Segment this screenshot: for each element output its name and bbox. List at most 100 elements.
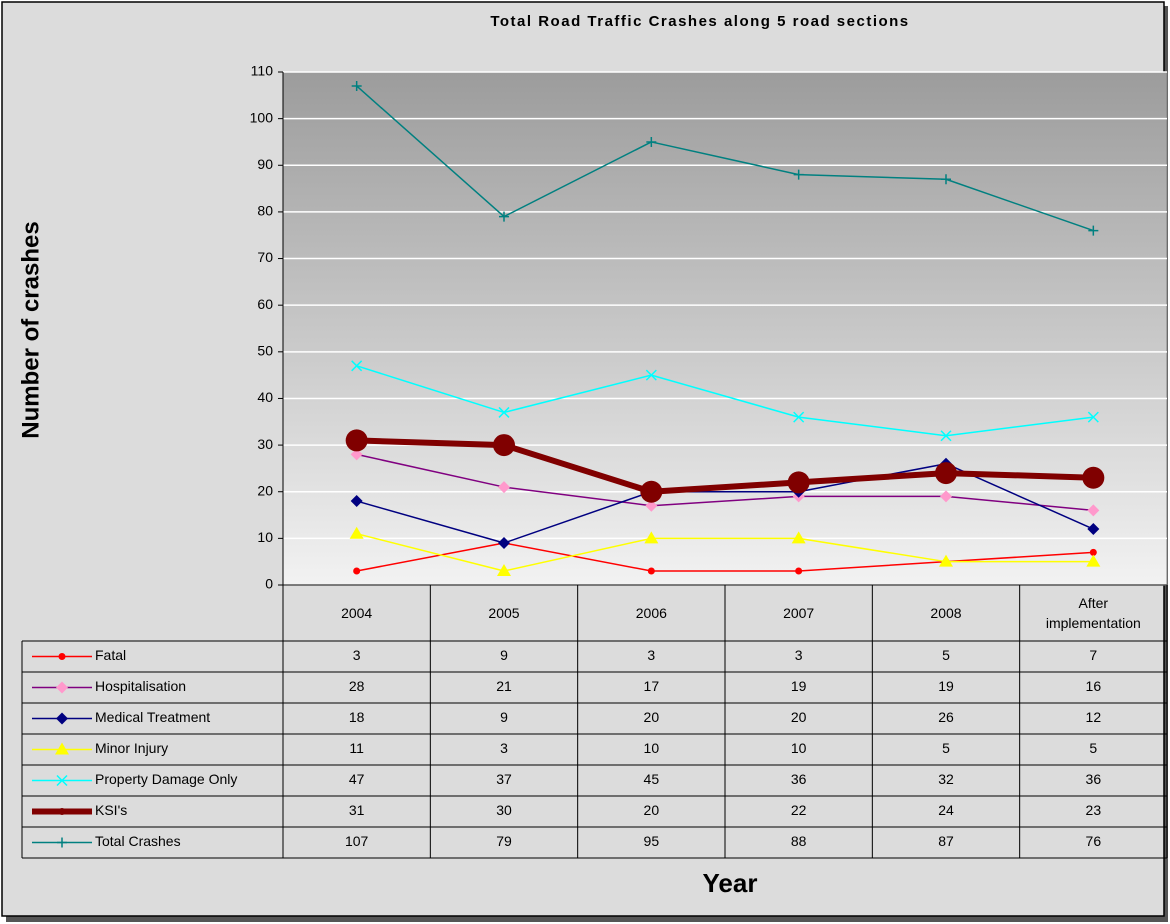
marker (499, 211, 509, 222)
series-line (356, 85, 1094, 232)
table-value: 20 (644, 709, 660, 725)
y-tick-label: 60 (257, 296, 273, 312)
series-line (356, 453, 1094, 512)
table-value: 19 (791, 678, 807, 694)
table-value: 10 (791, 740, 807, 756)
table-value: 88 (791, 833, 807, 849)
table-value: 95 (644, 833, 660, 849)
marker (940, 490, 952, 503)
legend-marker (56, 774, 68, 787)
y-tick-label: 10 (257, 529, 273, 545)
table-value: 7 (1089, 647, 1097, 663)
marker (791, 531, 806, 544)
y-axis-label: Number of crashes (17, 221, 44, 438)
y-tick-label: 110 (251, 63, 274, 79)
legend-label: Minor Injury (95, 740, 168, 756)
table-value: 11 (349, 740, 364, 756)
table-value: 9 (500, 709, 508, 725)
chart-title: Total Road Traffic Crashes along 5 road … (490, 13, 909, 30)
marker (1089, 548, 1097, 556)
series-line (356, 542, 1094, 572)
table-value: 37 (496, 771, 512, 787)
marker (353, 567, 361, 575)
table-value: 3 (647, 647, 655, 663)
marker (351, 80, 362, 91)
marker (940, 430, 952, 442)
marker (935, 462, 957, 485)
table-value: 36 (791, 771, 807, 787)
y-tick-label: 100 (250, 109, 274, 125)
table-value: 16 (1086, 678, 1102, 694)
y-tick-label: 40 (257, 389, 273, 405)
marker (941, 174, 951, 185)
series-line (356, 437, 1094, 495)
table-value: 47 (349, 771, 365, 787)
x-tick-label: 2007 (783, 605, 815, 621)
x-tick-label: 2006 (635, 605, 667, 621)
table-value: 9 (500, 647, 508, 663)
table-value: 87 (938, 833, 954, 849)
legend-marker (55, 742, 69, 755)
legend-label: Hospitalisation (95, 678, 186, 694)
legend-label: KSI's (95, 802, 127, 818)
table-value: 3 (500, 740, 508, 756)
y-tick-label: 20 (257, 482, 273, 498)
marker (1082, 466, 1105, 489)
x-tick-label: After implementation (1045, 595, 1141, 631)
marker (345, 429, 368, 452)
table-value: 12 (1086, 709, 1102, 725)
marker (350, 495, 363, 508)
marker (1087, 523, 1100, 536)
table-value: 20 (791, 709, 807, 725)
legend-marker (58, 653, 66, 660)
table-value: 30 (496, 802, 512, 818)
legend-marker (57, 837, 67, 848)
x-axis-label: Year (703, 868, 758, 898)
legend-marker (58, 808, 66, 815)
y-tick-label: 50 (257, 343, 273, 359)
legend-label: Total Crashes (95, 833, 181, 849)
table-value: 5 (942, 740, 950, 756)
legend-marker (56, 681, 68, 694)
marker (793, 411, 805, 423)
table-value: 36 (1086, 771, 1102, 787)
table-value: 21 (496, 678, 512, 694)
table-value: 18 (349, 709, 365, 725)
marker (645, 499, 658, 512)
table-value: 26 (938, 709, 954, 725)
marker (350, 448, 363, 461)
x-tick-label: 2005 (488, 605, 520, 621)
marker (1087, 504, 1100, 517)
legend-label: Property Damage Only (95, 771, 237, 787)
marker (640, 480, 663, 503)
marker (349, 526, 364, 539)
y-tick-label: 80 (257, 203, 273, 219)
legend-label: Fatal (95, 647, 126, 663)
marker (1086, 554, 1101, 567)
table-value: 3 (353, 647, 361, 663)
x-tick-label: 2004 (341, 605, 373, 621)
x-tick-label: 2008 (930, 605, 962, 621)
y-tick-label: 30 (257, 436, 273, 452)
marker (498, 537, 510, 550)
marker (493, 434, 515, 457)
marker (351, 360, 363, 372)
table-value: 22 (791, 802, 807, 818)
marker (644, 531, 659, 544)
marker (646, 136, 657, 147)
table-value: 5 (1089, 740, 1097, 756)
series-line (356, 365, 1094, 437)
legend-label: Medical Treatment (95, 709, 210, 725)
table-value: 107 (345, 833, 369, 849)
marker (939, 554, 953, 567)
legend-marker (56, 712, 68, 725)
table-value: 10 (644, 740, 660, 756)
table-value: 17 (644, 678, 660, 694)
table-value: 24 (938, 802, 954, 818)
y-tick-label: 0 (265, 576, 273, 592)
table-value: 76 (1086, 833, 1102, 849)
marker (1088, 225, 1099, 236)
table-value: 23 (1086, 802, 1102, 818)
